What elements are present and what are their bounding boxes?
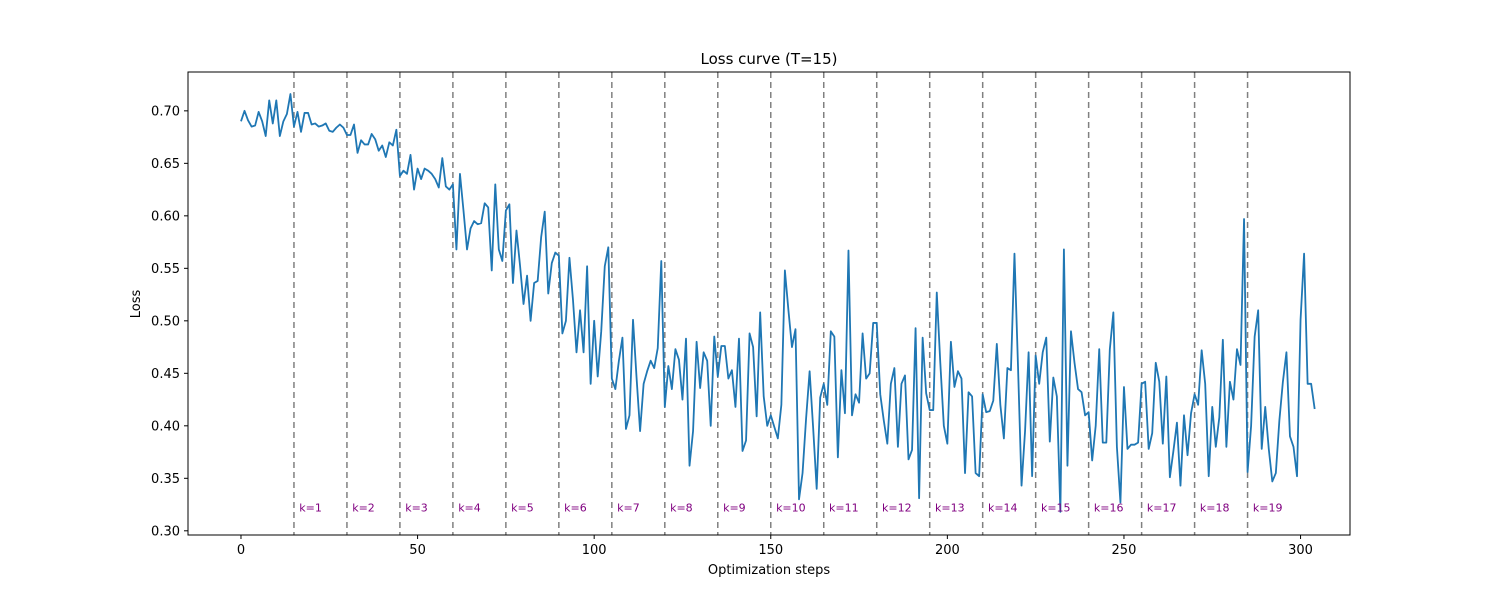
y-tick-label: 0.30 bbox=[151, 524, 180, 539]
y-tick-label: 0.35 bbox=[151, 472, 180, 487]
k-annotation-label: k=2 bbox=[352, 502, 375, 515]
k-annotations: k=1 k=2 k=3 k=4 k=5 k=6 k=7 k=8 k=9 k=10 k=11 k=12 k… bbox=[299, 502, 1282, 515]
k-annotation-label: k=9 bbox=[723, 502, 746, 515]
k-annotation-label: k=6 bbox=[564, 502, 587, 515]
x-tick-label: 0 bbox=[237, 543, 245, 558]
k-annotation-label: k=10 bbox=[776, 502, 806, 515]
k-annotation-label: k=19 bbox=[1253, 502, 1283, 515]
x-axis-label: Optimization steps bbox=[708, 563, 830, 578]
plot-frame bbox=[187, 71, 1351, 536]
y-tick-label: 0.70 bbox=[151, 104, 180, 119]
x-tick-label: 150 bbox=[758, 543, 783, 558]
k-annotation-label: k=7 bbox=[617, 502, 640, 515]
k-boundary-lines bbox=[293, 72, 1249, 535]
y-tick-label: 0.40 bbox=[151, 419, 180, 434]
y-tick-label: 0.65 bbox=[151, 157, 180, 172]
y-tick-label: 0.55 bbox=[151, 262, 180, 277]
x-tick-label: 300 bbox=[1288, 543, 1313, 558]
y-tick-label: 0.60 bbox=[151, 209, 180, 224]
k-annotation-label: k=15 bbox=[1041, 502, 1071, 515]
x-tick-label: 50 bbox=[409, 543, 426, 558]
y-axis-ticks: 0.30 0.35 0.40 0.45 0.50 0.55 0.60 0.65 0.70 bbox=[151, 104, 188, 539]
k-annotation-label: k=16 bbox=[1094, 502, 1124, 515]
chart-title: Loss curve (T=15) bbox=[701, 50, 838, 68]
k-annotation-label: k=11 bbox=[829, 502, 859, 515]
k-annotation-label: k=1 bbox=[299, 502, 322, 515]
k-annotation-label: k=8 bbox=[670, 502, 693, 515]
x-tick-label: 100 bbox=[582, 543, 607, 558]
k-annotation-label: k=4 bbox=[458, 502, 481, 515]
k-annotation-label: k=12 bbox=[882, 502, 912, 515]
y-tick-label: 0.50 bbox=[151, 314, 180, 329]
x-tick-label: 250 bbox=[1112, 543, 1137, 558]
x-tick-label: 200 bbox=[935, 543, 960, 558]
loss-series bbox=[240, 93, 1316, 513]
k-annotation-label: k=3 bbox=[405, 502, 428, 515]
k-annotation-label: k=14 bbox=[988, 502, 1018, 515]
y-tick-label: 0.45 bbox=[151, 367, 180, 382]
y-axis-label: Loss bbox=[129, 290, 144, 319]
x-axis-ticks: 0 50 100 150 200 250 300 bbox=[237, 535, 1313, 558]
loss-line bbox=[240, 93, 1316, 513]
k-annotation-label: k=13 bbox=[935, 502, 965, 515]
k-annotation-label: k=5 bbox=[511, 502, 534, 515]
k-annotation-label: k=18 bbox=[1200, 502, 1230, 515]
k-annotation-label: k=17 bbox=[1147, 502, 1177, 515]
